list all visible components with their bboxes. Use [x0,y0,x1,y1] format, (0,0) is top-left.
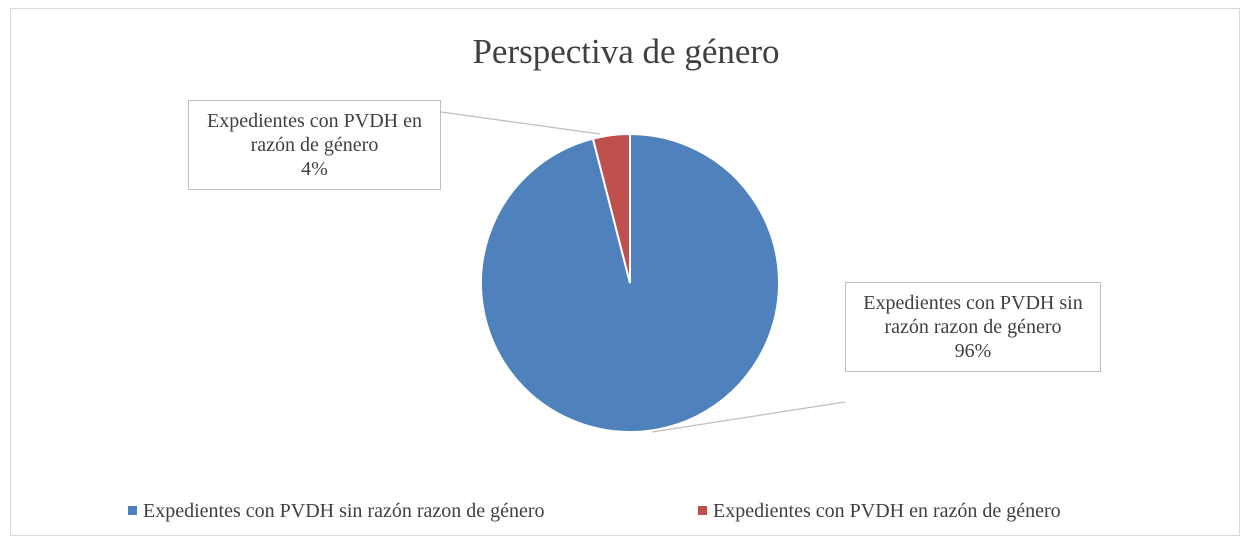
data-label-value: 96% [954,340,992,362]
leader-line [651,401,846,433]
legend-swatch [128,505,137,515]
pie-slice [591,132,631,284]
legend-swatch [698,505,707,515]
data-label-name: Expedientes con PVDH sin razón razon de … [863,292,1083,338]
legend-item: Expedientes con PVDH en razón de género [698,500,1061,523]
chart-title: Perspectiva de género [472,32,780,71]
legend-label: Expedientes con PVDH en razón de género [713,500,1061,522]
legend-label: Expedientes con PVDH sin razón razon de … [143,500,545,522]
legend-item: Expedientes con PVDH sin razón razon de … [128,500,545,523]
data-label: Expedientes con PVDH en razón de género 4… [188,100,441,190]
chart-frame [10,8,1240,536]
data-label-value: 4% [301,158,328,180]
data-label-name: Expedientes con PVDH en razón de género [207,110,422,156]
leader-line [440,111,601,135]
data-label: Expedientes con PVDH sin razón razon de … [845,282,1101,372]
